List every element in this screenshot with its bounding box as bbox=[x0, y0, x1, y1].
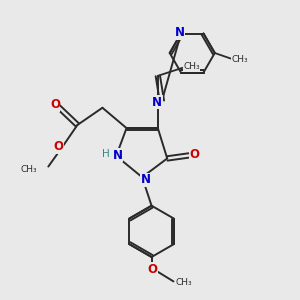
Text: CH₃: CH₃ bbox=[175, 278, 192, 287]
Text: N: N bbox=[141, 173, 151, 186]
Text: O: O bbox=[148, 263, 158, 276]
Text: CH₃: CH₃ bbox=[232, 55, 248, 64]
Text: CH₃: CH₃ bbox=[21, 165, 38, 174]
Text: CH₃: CH₃ bbox=[183, 62, 200, 71]
Text: O: O bbox=[50, 98, 60, 111]
Text: O: O bbox=[190, 148, 200, 160]
Text: O: O bbox=[53, 140, 63, 153]
Text: N: N bbox=[174, 26, 184, 39]
Text: N: N bbox=[113, 148, 123, 161]
Text: N: N bbox=[152, 96, 162, 109]
Text: H: H bbox=[102, 149, 110, 159]
